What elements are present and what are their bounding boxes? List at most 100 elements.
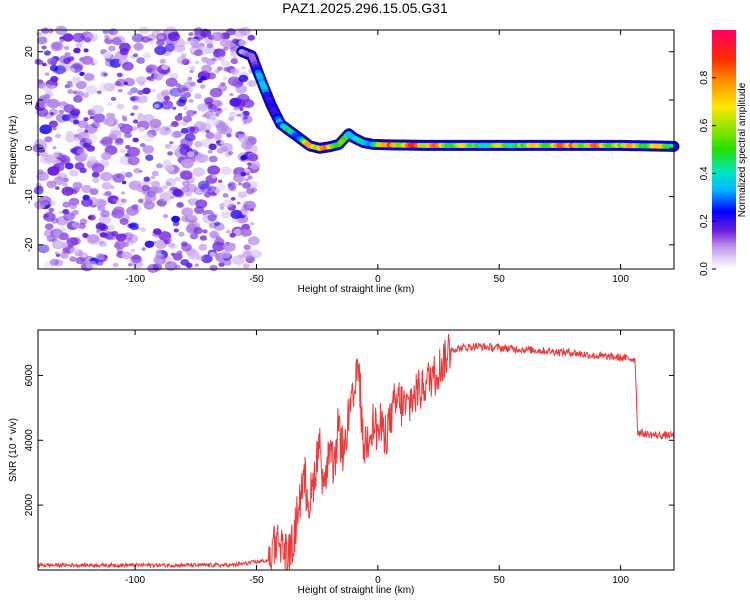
noise-blob (68, 197, 80, 206)
noise-blob (243, 200, 256, 211)
noise-blob (77, 131, 90, 141)
noise-blob (250, 222, 255, 226)
noise-blob (217, 108, 222, 112)
noise-blob (131, 95, 139, 102)
noise-blob (102, 51, 112, 59)
noise-blob (172, 106, 177, 110)
noise-blob (41, 27, 51, 35)
noise-blob (75, 42, 83, 48)
noise-blob (220, 166, 232, 175)
noise-blob (153, 228, 162, 235)
noise-blob (221, 60, 231, 68)
y-tick-label: 4000 (24, 429, 35, 452)
noise-blob (66, 237, 79, 247)
noise-blob (98, 224, 109, 232)
noise-blob (162, 214, 169, 219)
y-tick-label: 0 (24, 145, 35, 151)
noise-blob (209, 264, 218, 272)
noise-blob (121, 191, 125, 195)
noise-blob (216, 147, 225, 154)
noise-blob (220, 250, 231, 259)
noise-blob (143, 176, 151, 182)
noise-blob (153, 255, 166, 265)
noise-blob (151, 89, 156, 92)
noise-blob (54, 65, 66, 75)
noise-blob (201, 254, 213, 264)
noise-blob (143, 133, 155, 143)
noise-blob (156, 163, 163, 169)
noise-blob (109, 130, 122, 140)
noise-blob (159, 125, 173, 135)
noise-blob (183, 81, 193, 89)
noise-blob (69, 256, 77, 262)
noise-blob (130, 248, 136, 253)
noise-blob (151, 180, 161, 188)
noise-blob (126, 206, 139, 216)
noise-blob (39, 124, 52, 135)
colorbar-gradient (712, 30, 736, 269)
x-tick-label: 50 (494, 575, 506, 586)
noise-blob (244, 168, 251, 174)
noise-blob (62, 201, 71, 208)
noise-blob (100, 171, 113, 182)
noise-blob (207, 165, 221, 176)
noise-blob (121, 115, 127, 120)
noise-blob (242, 182, 251, 189)
noise-blob (101, 182, 112, 190)
noise-blob (91, 121, 100, 129)
noise-blob (178, 96, 188, 104)
noise-blob (115, 233, 127, 242)
noise-blob (69, 110, 80, 119)
noise-blob (48, 207, 55, 213)
noise-blob (238, 39, 247, 47)
noise-blob (84, 37, 92, 43)
noise-blob (73, 95, 83, 103)
noise-blob (165, 165, 175, 173)
noise-blob (114, 81, 122, 87)
ridge-segment (667, 143, 675, 149)
y-tick-label: -10 (24, 189, 35, 204)
noise-blob (66, 80, 73, 86)
noise-blob (165, 178, 177, 187)
noise-blob (140, 227, 146, 232)
noise-blob (176, 56, 188, 65)
noise-blob (42, 62, 47, 67)
noise-blob (176, 202, 184, 208)
noise-blob (228, 111, 237, 118)
noise-blob (164, 143, 172, 149)
noise-blob (174, 114, 183, 121)
noise-blob (73, 133, 80, 138)
noise-blob (209, 251, 216, 257)
noise-blob (247, 153, 259, 162)
noise-blob (242, 121, 248, 126)
noise-blob (92, 177, 100, 184)
spectrogram-x-ticks: -100 -50 0 50 100 (125, 30, 629, 285)
noise-blob (112, 206, 125, 216)
noise-blob (142, 145, 155, 154)
noise-blob (169, 123, 174, 127)
noise-blob (247, 175, 253, 180)
noise-blob (182, 115, 192, 123)
noise-blob (189, 232, 199, 240)
noise-blob (132, 105, 139, 111)
noise-blob (125, 171, 133, 178)
noise-blob (223, 67, 229, 72)
noise-blob (91, 171, 100, 178)
noise-blob (112, 173, 125, 183)
noise-blob (44, 50, 51, 56)
noise-blob (82, 72, 96, 82)
noise-blob (102, 29, 109, 35)
noise-blob (160, 89, 170, 97)
noise-blob (124, 132, 132, 139)
spectral-ridge (236, 46, 680, 154)
noise-blob (139, 143, 146, 148)
noise-blob (238, 74, 249, 83)
noise-blob (72, 181, 83, 190)
noise-blob (245, 254, 256, 263)
noise-blob (197, 36, 203, 41)
noise-blob (110, 96, 117, 101)
noise-blob (209, 87, 223, 98)
noise-blob (102, 192, 107, 196)
spectrogram-y-ticks: -20 -10 0 10 20 (24, 46, 674, 252)
noise-blob (197, 255, 204, 261)
